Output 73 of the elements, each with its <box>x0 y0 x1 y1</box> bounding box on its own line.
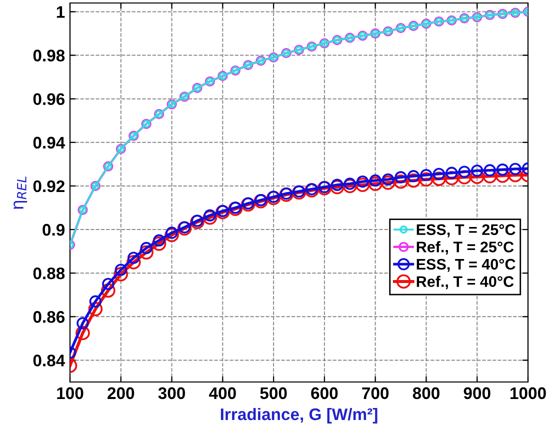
x-tick-label: 800 <box>412 387 440 400</box>
y-tick-label: 0.98 <box>33 50 65 62</box>
point <box>471 164 484 177</box>
point <box>76 326 90 340</box>
x-tick-label: 900 <box>464 387 490 400</box>
point <box>495 168 510 183</box>
point <box>89 295 102 308</box>
y-tick-label: 0.88 <box>33 267 65 280</box>
point <box>152 236 166 251</box>
point <box>114 264 127 276</box>
point <box>88 302 103 316</box>
point <box>202 210 218 225</box>
y-tick-label: 0.92 <box>33 180 64 192</box>
point <box>380 176 396 190</box>
point <box>458 166 470 178</box>
legend-label: Ref., T = 40°C <box>416 276 514 290</box>
point <box>432 168 446 180</box>
legend-label: ESS, T = 25°C <box>416 224 516 238</box>
point <box>356 175 369 188</box>
point <box>368 176 382 191</box>
point <box>330 180 344 194</box>
point <box>394 174 408 189</box>
y-tick-label: 0.9 <box>42 224 65 236</box>
point <box>484 164 496 176</box>
point <box>152 234 166 247</box>
point <box>204 209 216 222</box>
y-tick-label: 1 <box>56 6 65 18</box>
x-tick-label: 600 <box>311 387 338 400</box>
y-axis-title: η$_{REL}$ <box>14 176 28 209</box>
y-tick-label: 0.96 <box>33 93 65 106</box>
x-tick-label: 200 <box>108 387 134 400</box>
point <box>394 171 407 184</box>
x-tick-label: 100 <box>57 387 84 400</box>
point <box>432 172 446 186</box>
point <box>482 169 497 184</box>
point <box>102 278 114 290</box>
point <box>126 255 141 270</box>
point <box>446 166 458 180</box>
point <box>508 168 522 182</box>
point <box>114 267 128 282</box>
point <box>342 178 358 194</box>
point <box>139 245 154 260</box>
legend-label: ESS, T = 40°C <box>416 258 516 272</box>
x-tick-label: 700 <box>362 387 389 400</box>
point <box>406 173 421 188</box>
point <box>344 178 356 190</box>
x-tick-label: 1000 <box>510 387 546 400</box>
point <box>420 168 432 182</box>
point <box>355 178 370 192</box>
legend-label: Ref., T = 25°C <box>416 241 514 255</box>
y-tick-label: 0.94 <box>33 136 66 149</box>
point <box>382 173 394 186</box>
point <box>140 242 152 254</box>
point <box>164 228 179 242</box>
point <box>457 170 472 184</box>
point <box>419 172 434 187</box>
point <box>407 170 420 182</box>
point <box>369 174 382 187</box>
point <box>444 170 459 186</box>
x-axis-title: Irradiance, G [W/m²] <box>220 408 378 424</box>
x-tick-label: 500 <box>260 387 287 400</box>
x-tick-label: 400 <box>209 387 236 400</box>
x-tick-label: 300 <box>158 387 185 400</box>
point <box>76 317 89 330</box>
point <box>331 178 344 191</box>
y-tick-label: 0.84 <box>33 354 66 366</box>
point <box>191 214 204 227</box>
point <box>496 164 509 176</box>
point <box>128 252 140 264</box>
y-tick-label: 0.86 <box>33 311 65 323</box>
point <box>101 283 116 298</box>
point <box>509 162 522 176</box>
point <box>166 226 178 239</box>
